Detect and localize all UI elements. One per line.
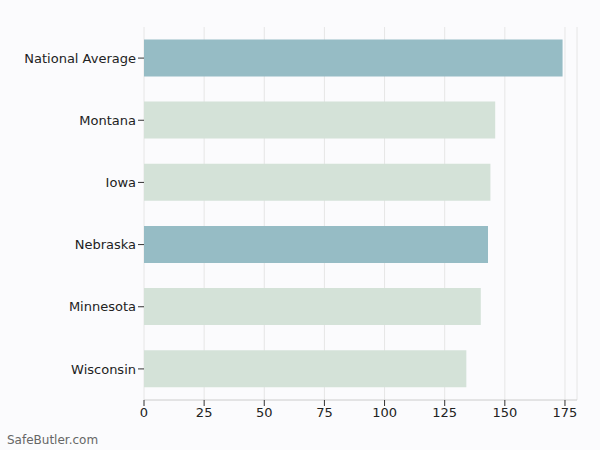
svg-text:Wisconsin: Wisconsin <box>71 362 136 377</box>
svg-text:Iowa: Iowa <box>106 175 136 190</box>
svg-text:Montana: Montana <box>79 113 136 128</box>
svg-text:Minnesota: Minnesota <box>69 299 136 314</box>
svg-text:0: 0 <box>140 405 148 420</box>
svg-text:50: 50 <box>256 405 273 420</box>
svg-text:175: 175 <box>553 405 578 420</box>
svg-text:125: 125 <box>432 405 457 420</box>
svg-text:Nebraska: Nebraska <box>75 237 136 252</box>
svg-text:75: 75 <box>316 405 333 420</box>
html-text:SafeButler.com: SafeButler.com <box>7 433 99 447</box>
svg-text:25: 25 <box>196 405 213 420</box>
svg-text:150: 150 <box>492 405 517 420</box>
svg-text:100: 100 <box>372 405 397 420</box>
svg-text:National Average: National Average <box>24 51 136 66</box>
